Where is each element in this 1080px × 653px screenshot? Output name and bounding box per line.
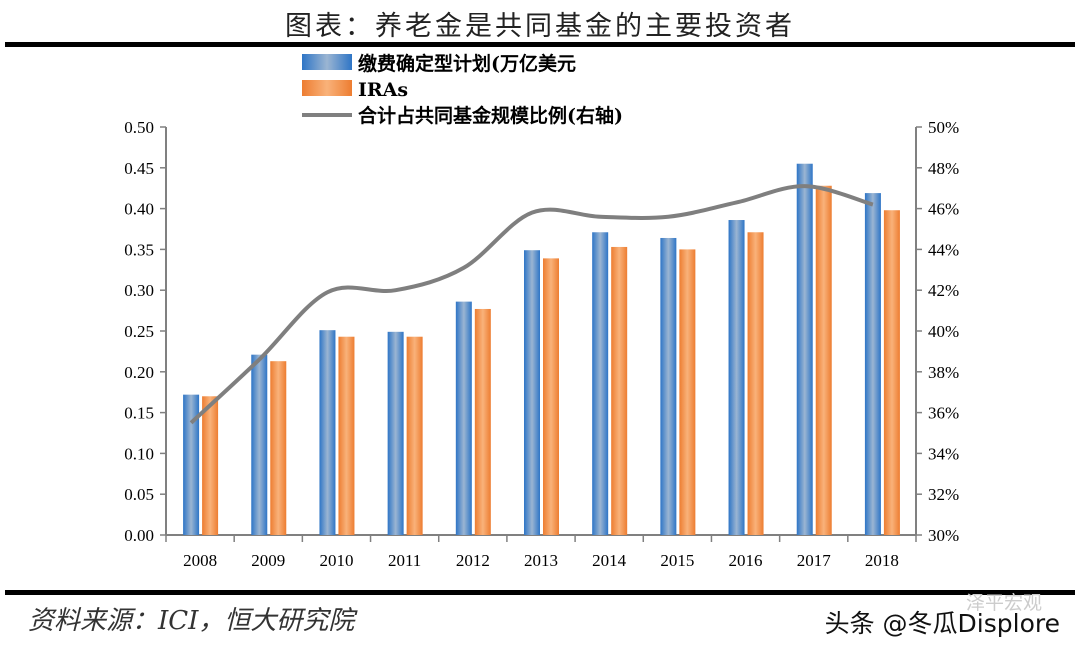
bar-dc-plan: [251, 354, 268, 535]
x-tick-label: 2013: [524, 551, 558, 570]
line-share-of-mutual-funds: [189, 184, 874, 425]
x-tick-label: 2017: [797, 551, 832, 570]
legend-swatch-iras: [302, 80, 352, 96]
legend-label-iras: IRAs: [358, 79, 408, 101]
bar-iras: [611, 246, 628, 535]
right-tick-label: 30%: [928, 526, 959, 545]
x-tick-label: 2016: [729, 551, 763, 570]
right-tick-label: 34%: [928, 444, 959, 463]
x-tick-label: 2014: [592, 551, 627, 570]
x-tick-label: 2010: [319, 551, 353, 570]
bar-iras: [747, 232, 764, 535]
right-tick-label: 42%: [928, 281, 959, 300]
bar-dc-plan: [796, 163, 813, 535]
right-tick-label: 48%: [928, 159, 959, 178]
bar-iras: [815, 185, 832, 535]
chart-title: 图表：养老金是共同基金的主要投资者: [285, 11, 795, 42]
right-tick-label: 44%: [928, 240, 959, 259]
bar-iras: [338, 336, 355, 535]
x-tick-label: 2008: [183, 551, 217, 570]
left-tick-label: 0.50: [124, 118, 154, 137]
bar-iras: [406, 336, 423, 535]
bar-dc-plan: [660, 237, 677, 535]
right-tick-label: 38%: [928, 363, 959, 382]
x-tick-label: 2015: [660, 551, 694, 570]
bar-dc-plan: [864, 193, 881, 535]
legend-swatch-dc-plan: [302, 54, 352, 70]
watermark: 头条 @冬瓜Displore: [824, 609, 1060, 638]
bar-iras: [543, 258, 559, 535]
bar-iras: [679, 249, 696, 535]
source-note: 资料来源：ICI，恒大研究院: [28, 606, 355, 636]
right-tick-label: 36%: [928, 404, 959, 423]
right-tick-label: 46%: [928, 200, 959, 219]
bar-dc-plan: [592, 232, 609, 535]
bar-iras: [270, 361, 287, 535]
left-tick-label: 0.10: [124, 444, 154, 463]
left-tick-label: 0.20: [124, 363, 154, 382]
left-tick-label: 0.25: [124, 322, 154, 341]
left-tick-label: 0.45: [124, 159, 154, 178]
left-tick-label: 0.00: [124, 526, 154, 545]
left-tick-label: 0.35: [124, 240, 154, 259]
x-tick-label: 2012: [456, 551, 490, 570]
bar-iras: [474, 308, 491, 535]
bar-iras: [883, 210, 900, 535]
left-tick-label: 0.05: [124, 485, 154, 504]
right-tick-label: 50%: [928, 118, 959, 137]
bar-dc-plan: [387, 331, 404, 535]
top-rule: [5, 42, 1075, 47]
right-tick-label: 40%: [928, 322, 959, 341]
x-tick-label: 2018: [865, 551, 899, 570]
watermark-secondary: 泽平宏观: [965, 592, 1042, 614]
bottom-rule: [5, 590, 1075, 595]
x-tick-label: 2009: [251, 551, 285, 570]
left-tick-label: 0.40: [124, 200, 154, 219]
legend-label-dc-plan: 缴费确定型计划(万亿美元: [358, 52, 576, 75]
bar-dc-plan: [728, 220, 745, 536]
bar-dc-plan: [455, 301, 472, 535]
x-tick-label: 2011: [388, 551, 421, 570]
bar-dc-plan: [524, 250, 540, 535]
bar-dc-plan: [183, 394, 200, 535]
bar-dc-plan: [319, 330, 336, 535]
bar-iras: [202, 396, 219, 535]
legend-label-share: 合计占共同基金规模比例(右轴): [358, 104, 623, 127]
left-tick-label: 0.30: [124, 281, 154, 300]
right-tick-label: 32%: [928, 485, 959, 504]
left-tick-label: 0.15: [124, 404, 154, 423]
